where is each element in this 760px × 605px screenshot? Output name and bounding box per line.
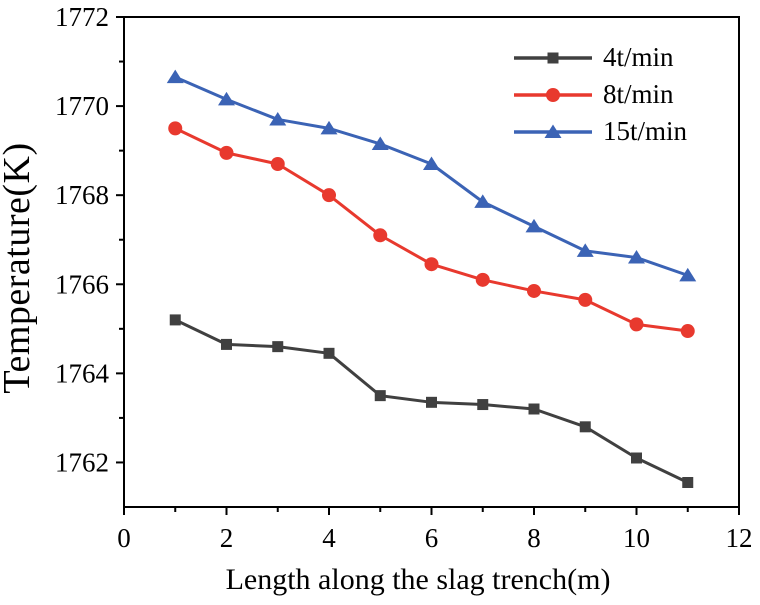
y-tick-label: 1766 <box>55 269 109 299</box>
data-point-8t-min <box>373 228 388 243</box>
data-point-8t-min <box>578 292 593 307</box>
legend-label-8t-min: 8t/min <box>603 79 674 109</box>
data-point-8t-min <box>168 121 183 136</box>
data-point-4t-min <box>426 396 437 408</box>
series-4t-min <box>169 314 694 488</box>
data-point-8t-min <box>527 283 541 298</box>
data-point-4t-min <box>682 477 694 488</box>
data-point-15t-min <box>320 120 338 135</box>
legend-marker <box>546 87 560 102</box>
data-series <box>166 69 697 488</box>
legend: 4t/min 8t/min 15t/min <box>513 39 687 150</box>
legend-marker <box>547 52 559 63</box>
x-tick-label: 12 <box>726 523 753 553</box>
data-point-15t-min <box>269 111 287 126</box>
y-tick-label: 1772 <box>55 2 109 32</box>
data-point-15t-min <box>218 91 235 106</box>
legend-marker <box>544 124 562 138</box>
data-point-15t-min <box>679 267 697 282</box>
data-point-8t-min <box>680 324 695 339</box>
y-tick-label: 1762 <box>55 447 109 477</box>
series-15t-min <box>166 69 697 282</box>
data-point-8t-min <box>475 272 490 287</box>
data-point-15t-min <box>576 243 594 257</box>
y-tick-label: 1768 <box>55 180 109 210</box>
data-point-4t-min <box>374 390 386 402</box>
data-point-4t-min <box>169 314 181 326</box>
legend-item-4t-min: 4t/min <box>513 39 687 76</box>
data-point-8t-min <box>424 257 439 272</box>
x-tick-label: 2 <box>220 523 234 553</box>
legend-sample-circle-icon <box>514 87 592 102</box>
y-tick-label: 1764 <box>55 358 110 388</box>
data-point-8t-min <box>270 157 285 171</box>
data-point-4t-min <box>631 452 642 464</box>
x-tick-label: 6 <box>425 523 439 553</box>
legend-item-15t-min: 15t/min <box>513 113 687 150</box>
data-point-15t-min <box>628 250 645 264</box>
data-point-4t-min <box>528 403 540 415</box>
data-point-4t-min <box>221 338 232 350</box>
x-tick-label: 4 <box>322 523 336 553</box>
axis-tick-labels: 0 2 4 6 8 10 12 1762 1764 1766 1768 1770 1772 <box>55 2 753 553</box>
data-point-15t-min <box>525 218 543 233</box>
y-tick-label: 1770 <box>55 91 109 121</box>
data-point-8t-min <box>219 145 234 160</box>
data-point-8t-min <box>629 317 644 332</box>
data-point-4t-min <box>579 421 591 433</box>
x-tick-label: 0 <box>117 523 131 553</box>
data-point-8t-min <box>322 188 336 203</box>
series-8t-min <box>168 121 695 339</box>
data-point-15t-min <box>166 69 184 84</box>
legend-sample-square-icon <box>514 52 592 63</box>
legend-label-15t-min: 15t/min <box>603 116 688 146</box>
legend-label-4t-min: 4t/min <box>603 42 674 72</box>
x-tick-label: 10 <box>623 523 650 553</box>
x-axis-title: Length along the slag trench(m) <box>225 563 611 596</box>
legend-sample-triangle-icon <box>514 124 592 138</box>
axis-ticks <box>116 16 740 515</box>
data-point-4t-min <box>272 341 284 353</box>
x-tick-label: 8 <box>527 523 541 553</box>
data-point-4t-min <box>477 399 489 411</box>
data-point-4t-min <box>323 347 335 359</box>
data-point-15t-min <box>474 194 492 208</box>
y-axis-title: Temperature(K) <box>0 142 38 394</box>
legend-item-8t-min: 8t/min <box>513 76 687 113</box>
data-point-15t-min <box>423 156 440 170</box>
data-point-15t-min <box>371 136 389 150</box>
